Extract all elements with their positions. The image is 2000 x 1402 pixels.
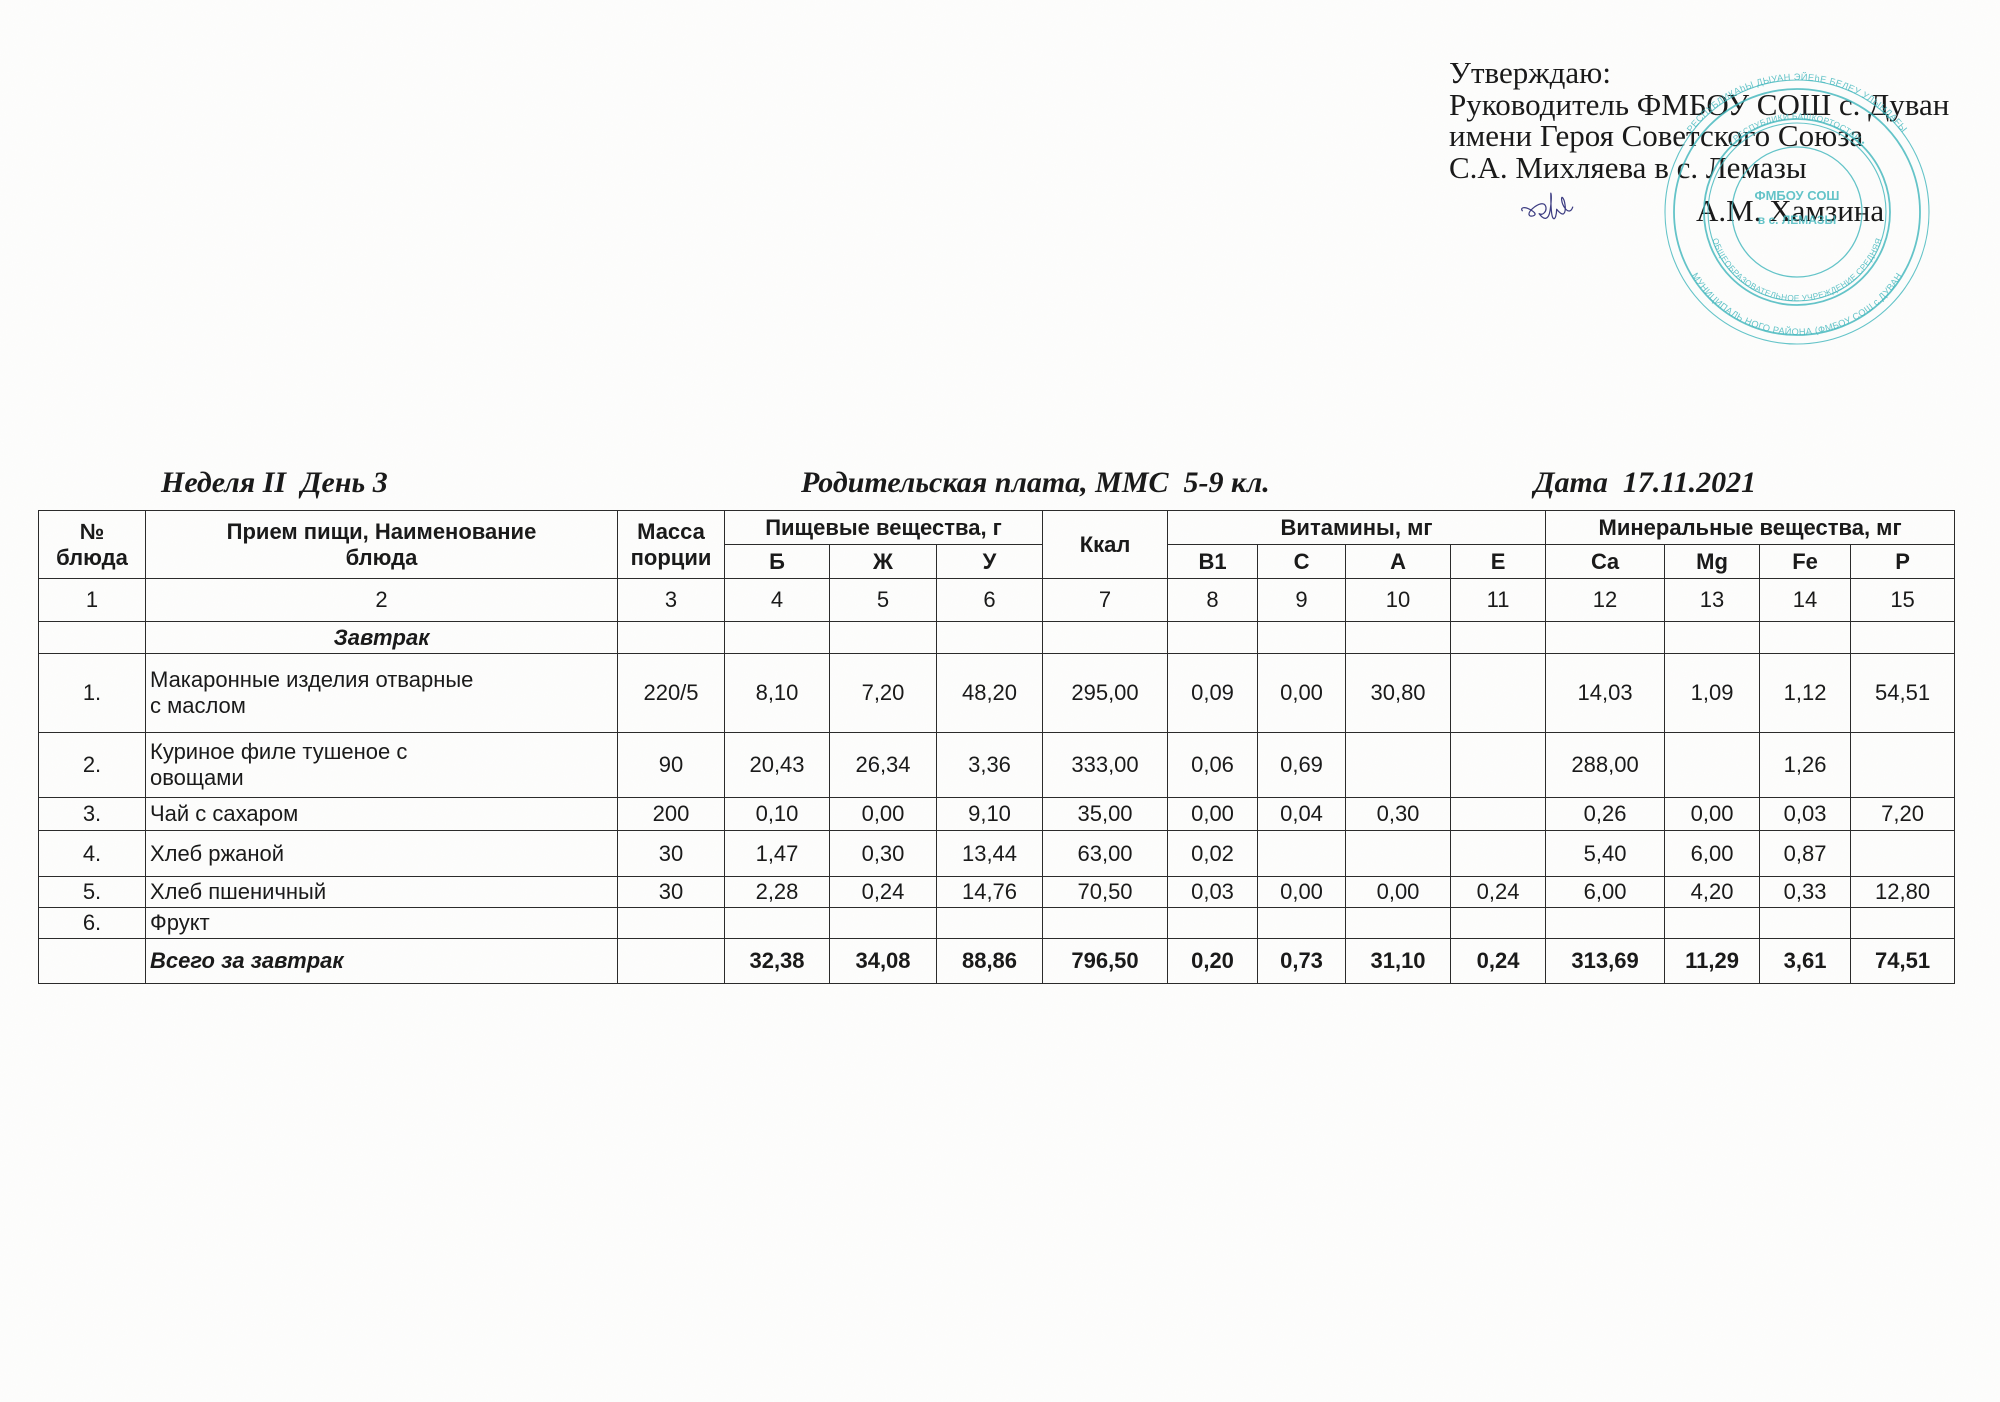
svg-text:ОБЩЕОБРАЗОВАТЕЛЬНОЕ УЧРЕЖДЕНИЕ: ОБЩЕОБРАЗОВАТЕЛЬНОЕ УЧРЕЖДЕНИЕ СРЕДНЯЯ [1710,237,1883,303]
svg-text:РЕСПУБЛИКАhЫ ДЫУАН ЭЙЕhЕ БЕЛЕУ: РЕСПУБЛИКАhЫ ДЫУАН ЭЙЕhЕ БЕЛЕУ УЛЫНДАFЫ [1685,72,1909,134]
svg-text:• РЕСПУБЛИКИ БАШКОРТОСТАН •: • РЕСПУБЛИКИ БАШКОРТОСТАН • [1726,111,1868,147]
svg-text:ФМБОУ СОШ: ФМБОУ СОШ [1755,188,1840,203]
svg-text:МУНИЦИПАЛЬ НОГО РАЙОНА (ФМБОУ: МУНИЦИПАЛЬ НОГО РАЙОНА (ФМБОУ СОШ с.ДУВА… [1690,271,1904,337]
svg-text:в с. ЛЕМАЗЫ: в с. ЛЕМАЗЫ [1758,213,1836,227]
